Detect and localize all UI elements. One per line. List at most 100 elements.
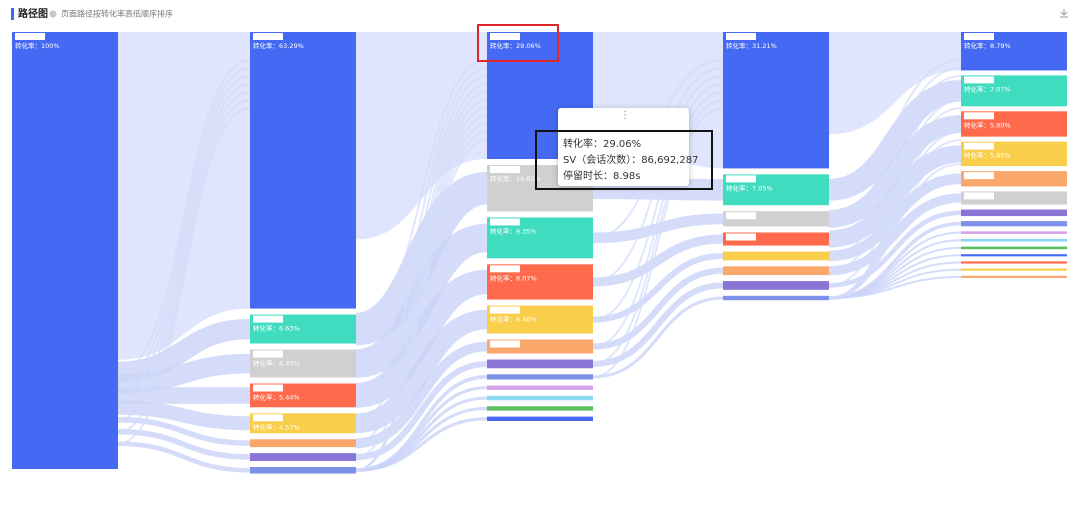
flow-band bbox=[829, 32, 961, 135]
flow-link bbox=[592, 107, 724, 378]
flow-link bbox=[828, 163, 962, 300]
flow-link bbox=[592, 267, 724, 350]
path-node bbox=[487, 416, 593, 421]
path-node bbox=[723, 32, 829, 169]
path-node bbox=[961, 209, 1067, 217]
flow-band bbox=[593, 32, 723, 169]
flow-band bbox=[356, 32, 487, 240]
node-label: 转化率：7.05% bbox=[726, 183, 773, 192]
flow-link bbox=[117, 107, 251, 445]
flow-link bbox=[592, 83, 724, 321]
node-name-mask bbox=[253, 315, 283, 323]
path-node bbox=[961, 221, 1067, 227]
path-node bbox=[487, 374, 593, 380]
node-name-mask bbox=[253, 33, 283, 40]
flow-link bbox=[828, 75, 962, 241]
flow-link bbox=[828, 83, 962, 257]
path-node bbox=[961, 231, 1067, 234]
node-name-mask bbox=[15, 33, 45, 40]
tooltip: ⋮ 转化率：29.06% SV（会话次数）：86,692,287 停留时长：8.… bbox=[558, 108, 698, 186]
node-name-mask bbox=[964, 192, 994, 200]
path-node bbox=[961, 261, 1067, 264]
node-label: 转化率：6.63% bbox=[253, 324, 300, 333]
flow-link bbox=[355, 99, 488, 459]
tooltip-duration: 停留时长：8.98s bbox=[563, 171, 641, 182]
download-icon[interactable] bbox=[1060, 9, 1068, 18]
flow-link bbox=[592, 99, 724, 365]
flow-link bbox=[355, 360, 488, 461]
flow-link bbox=[355, 83, 488, 425]
chart-subtitle: 页面路径按转化率高低顺序排序 bbox=[61, 9, 173, 19]
path-node bbox=[723, 251, 829, 261]
path-node bbox=[723, 281, 829, 290]
path-node bbox=[961, 246, 1067, 250]
path-node bbox=[723, 295, 829, 301]
flow-link bbox=[592, 296, 724, 379]
node-label: 转化率：100% bbox=[15, 41, 60, 50]
flow-link bbox=[117, 59, 251, 373]
flow-link bbox=[592, 91, 724, 348]
flow-link bbox=[355, 59, 488, 331]
path-node bbox=[12, 32, 118, 469]
node-label: 转化率：5.80% bbox=[964, 120, 1011, 129]
node-name-mask bbox=[490, 165, 520, 173]
flow-link bbox=[117, 91, 251, 421]
flow-link bbox=[828, 91, 962, 272]
node-name-mask bbox=[964, 76, 994, 84]
node-label: 转化率：63.29% bbox=[253, 41, 304, 50]
tooltip-handle: ⋮ bbox=[620, 110, 630, 121]
node-label: 转化率：5.60% bbox=[964, 151, 1011, 160]
path-node bbox=[487, 385, 593, 390]
flow-link bbox=[592, 282, 724, 367]
node-label: 转化率：8.07% bbox=[490, 273, 537, 282]
flow-link bbox=[117, 67, 251, 385]
title-accent bbox=[11, 8, 14, 20]
flow-link bbox=[117, 99, 251, 433]
flow-link bbox=[592, 234, 724, 287]
node-name-mask bbox=[964, 142, 994, 150]
node-label: 转化率：10.63% bbox=[490, 174, 541, 183]
flow-link bbox=[828, 275, 962, 300]
flow-link bbox=[355, 75, 488, 397]
path-node bbox=[961, 275, 1067, 278]
node-label: 转化率：9.35% bbox=[490, 226, 537, 235]
node-name-mask bbox=[964, 112, 994, 120]
node-name-mask bbox=[726, 33, 756, 40]
flow-link bbox=[117, 83, 251, 409]
node-name-mask bbox=[490, 33, 520, 40]
path-node bbox=[250, 32, 356, 309]
node-label: 转化率：31.21% bbox=[726, 41, 777, 50]
flow-link bbox=[117, 75, 251, 397]
node-name-mask bbox=[726, 233, 756, 241]
node-name-mask bbox=[253, 350, 283, 358]
flow-link bbox=[828, 99, 962, 287]
flow-link bbox=[828, 145, 962, 248]
path-node bbox=[487, 395, 593, 401]
chart-title: 路径图 bbox=[18, 7, 48, 20]
path-node bbox=[250, 453, 356, 461]
flow-link bbox=[117, 441, 251, 473]
path-node bbox=[487, 406, 593, 411]
node-label: 转化率：8.79% bbox=[964, 41, 1011, 50]
flow-link bbox=[592, 252, 724, 323]
flow-link bbox=[355, 417, 488, 472]
node-name-mask bbox=[964, 33, 994, 40]
path-node bbox=[723, 266, 829, 276]
flow-link bbox=[828, 67, 962, 220]
node-name-mask bbox=[490, 218, 520, 226]
path-node bbox=[250, 466, 356, 474]
flow-link bbox=[828, 193, 962, 276]
node-name-mask bbox=[490, 265, 520, 273]
path-node bbox=[250, 439, 356, 448]
path-node bbox=[961, 268, 1067, 271]
node-name-mask bbox=[726, 212, 756, 220]
flow-link bbox=[592, 177, 724, 201]
node-name-mask bbox=[490, 340, 520, 348]
node-name-mask bbox=[726, 175, 756, 183]
path-node bbox=[961, 238, 1067, 242]
tooltip-sessions: SV（会话次数）：86,692,287 bbox=[563, 155, 699, 166]
node-label: 转化率：6.40% bbox=[490, 315, 537, 324]
node-label: 转化率：4.57% bbox=[253, 422, 300, 431]
